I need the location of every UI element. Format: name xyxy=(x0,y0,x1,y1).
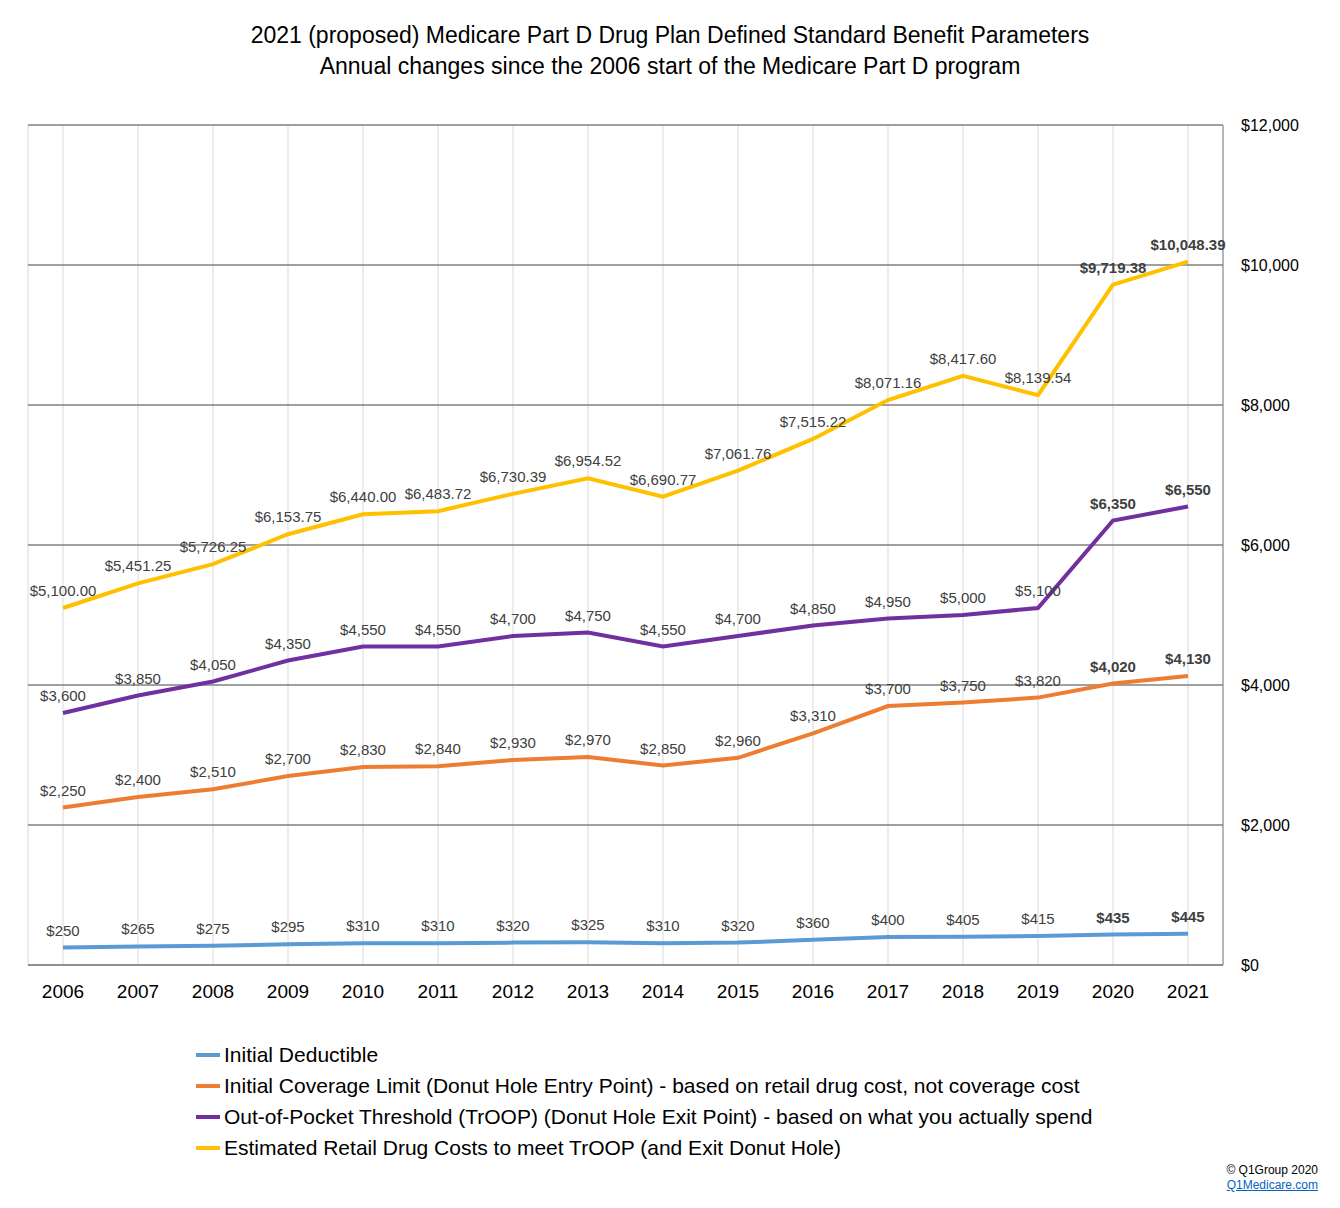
svg-text:$0: $0 xyxy=(1241,957,1259,974)
svg-text:2014: 2014 xyxy=(642,981,685,1002)
svg-text:$265: $265 xyxy=(121,920,154,937)
html-text:Estimated Retail Drug Costs to: Estimated Retail Drug Costs to meet TrOO… xyxy=(224,1135,841,1159)
html-text:2021 (proposed) Medicare Part: 2021 (proposed) Medicare Part D Drug Pla… xyxy=(250,22,1090,48)
svg-text:2013: 2013 xyxy=(567,981,609,1002)
svg-text:2017: 2017 xyxy=(867,981,909,1002)
svg-text:$4,550: $4,550 xyxy=(340,621,386,638)
svg-text:$6,440.00: $6,440.00 xyxy=(330,488,397,505)
svg-text:$4,020: $4,020 xyxy=(1090,658,1136,675)
svg-text:$8,000: $8,000 xyxy=(1241,397,1290,414)
html-text:© Q1Group 2020: © Q1Group 2020 xyxy=(1226,1163,1318,1177)
html-text:Out-of-Pocket Threshold (TrOOP: Out-of-Pocket Threshold (TrOOP) (Donut H… xyxy=(224,1104,1093,1128)
svg-text:$2,840: $2,840 xyxy=(415,740,461,757)
svg-text:$6,000: $6,000 xyxy=(1241,537,1290,554)
svg-text:$295: $295 xyxy=(271,918,304,935)
svg-text:$12,000: $12,000 xyxy=(1241,117,1299,134)
svg-text:$2,960: $2,960 xyxy=(715,732,761,749)
svg-text:2021: 2021 xyxy=(1167,981,1209,1002)
svg-text:$275: $275 xyxy=(196,920,229,937)
svg-text:2020: 2020 xyxy=(1092,981,1134,1002)
svg-text:$8,139.54: $8,139.54 xyxy=(1005,369,1072,386)
svg-text:$5,451.25: $5,451.25 xyxy=(105,557,172,574)
svg-text:$3,750: $3,750 xyxy=(940,677,986,694)
svg-text:$6,954.52: $6,954.52 xyxy=(555,452,622,469)
svg-text:$8,417.60: $8,417.60 xyxy=(930,350,997,367)
svg-text:$3,310: $3,310 xyxy=(790,707,836,724)
html-text:Annual changes since the 2006: Annual changes since the 2006 start of t… xyxy=(319,53,1021,79)
svg-text:$10,048.39: $10,048.39 xyxy=(1150,236,1225,253)
svg-text:$435: $435 xyxy=(1096,909,1129,926)
svg-text:2007: 2007 xyxy=(117,981,159,1002)
svg-text:$405: $405 xyxy=(946,911,979,928)
svg-text:$10,000: $10,000 xyxy=(1241,257,1299,274)
svg-text:$6,153.75: $6,153.75 xyxy=(255,508,322,525)
svg-text:$2,000: $2,000 xyxy=(1241,817,1290,834)
svg-text:$4,700: $4,700 xyxy=(715,610,761,627)
svg-text:$4,850: $4,850 xyxy=(790,600,836,617)
svg-text:$3,850: $3,850 xyxy=(115,670,161,687)
svg-text:$2,830: $2,830 xyxy=(340,741,386,758)
svg-text:$4,130: $4,130 xyxy=(1165,650,1211,667)
svg-text:$2,970: $2,970 xyxy=(565,731,611,748)
svg-text:$400: $400 xyxy=(871,911,904,928)
svg-text:$2,250: $2,250 xyxy=(40,782,86,799)
svg-text:$250: $250 xyxy=(46,922,79,939)
svg-text:$5,000: $5,000 xyxy=(940,589,986,606)
html-text:Q1Medicare.com: Q1Medicare.com xyxy=(1226,1178,1318,1192)
svg-text:$4,350: $4,350 xyxy=(265,635,311,652)
svg-text:2011: 2011 xyxy=(418,981,459,1002)
svg-text:$4,000: $4,000 xyxy=(1241,677,1290,694)
svg-text:$310: $310 xyxy=(646,917,679,934)
svg-text:$2,930: $2,930 xyxy=(490,734,536,751)
svg-text:$5,100: $5,100 xyxy=(1015,582,1061,599)
svg-text:$4,550: $4,550 xyxy=(415,621,461,638)
svg-text:$325: $325 xyxy=(571,916,604,933)
svg-text:$6,483.72: $6,483.72 xyxy=(405,485,472,502)
svg-text:$2,850: $2,850 xyxy=(640,740,686,757)
svg-text:2015: 2015 xyxy=(717,981,759,1002)
svg-text:$445: $445 xyxy=(1171,908,1204,925)
svg-text:2012: 2012 xyxy=(492,981,534,1002)
svg-text:$7,515.22: $7,515.22 xyxy=(780,413,847,430)
svg-text:$3,700: $3,700 xyxy=(865,680,911,697)
svg-text:$415: $415 xyxy=(1021,910,1054,927)
svg-text:$4,550: $4,550 xyxy=(640,621,686,638)
svg-text:$3,820: $3,820 xyxy=(1015,672,1061,689)
svg-text:$310: $310 xyxy=(346,917,379,934)
svg-text:$310: $310 xyxy=(421,917,454,934)
svg-text:2016: 2016 xyxy=(792,981,834,1002)
svg-text:$6,690.77: $6,690.77 xyxy=(630,471,697,488)
svg-text:$320: $320 xyxy=(496,917,529,934)
html-text:Initial Coverage Limit (Donut: Initial Coverage Limit (Donut Hole Entry… xyxy=(224,1073,1080,1097)
svg-text:$2,700: $2,700 xyxy=(265,750,311,767)
html-text:Initial Deductible: Initial Deductible xyxy=(224,1042,379,1066)
svg-text:2008: 2008 xyxy=(192,981,234,1002)
svg-text:$5,726.25: $5,726.25 xyxy=(180,538,247,555)
svg-text:$4,950: $4,950 xyxy=(865,593,911,610)
svg-text:$7,061.76: $7,061.76 xyxy=(705,445,772,462)
svg-text:$3,600: $3,600 xyxy=(40,687,86,704)
svg-text:$6,550: $6,550 xyxy=(1165,481,1211,498)
svg-text:$320: $320 xyxy=(721,917,754,934)
svg-text:$8,071.16: $8,071.16 xyxy=(855,374,922,391)
svg-text:$4,750: $4,750 xyxy=(565,607,611,624)
svg-text:2018: 2018 xyxy=(942,981,984,1002)
svg-text:2019: 2019 xyxy=(1017,981,1059,1002)
svg-text:2009: 2009 xyxy=(267,981,309,1002)
svg-text:$5,100.00: $5,100.00 xyxy=(30,582,97,599)
svg-text:$2,510: $2,510 xyxy=(190,763,236,780)
svg-text:$2,400: $2,400 xyxy=(115,771,161,788)
svg-text:$360: $360 xyxy=(796,914,829,931)
svg-text:$4,700: $4,700 xyxy=(490,610,536,627)
svg-text:$6,350: $6,350 xyxy=(1090,495,1136,512)
svg-text:$9,719.38: $9,719.38 xyxy=(1080,259,1147,276)
svg-text:$4,050: $4,050 xyxy=(190,656,236,673)
svg-text:2010: 2010 xyxy=(342,981,384,1002)
svg-text:2006: 2006 xyxy=(42,981,84,1002)
svg-text:$6,730.39: $6,730.39 xyxy=(480,468,547,485)
